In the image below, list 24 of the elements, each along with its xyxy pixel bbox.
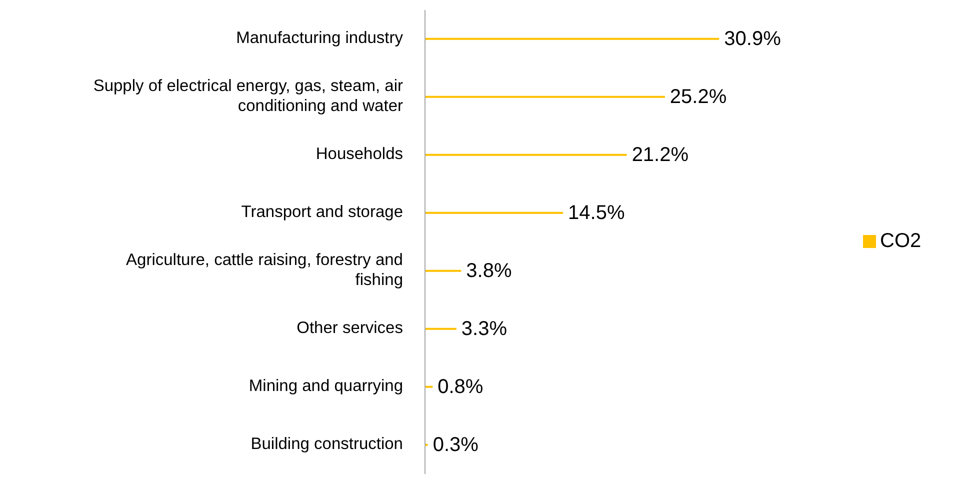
data-label: 25.2%	[670, 86, 727, 108]
y-tick-label: Other services	[296, 319, 403, 338]
bar	[425, 270, 462, 272]
y-tick-label: Mining and quarrying	[248, 377, 403, 396]
y-tick-label: Households	[316, 145, 403, 164]
data-label: 3.3%	[461, 318, 508, 340]
bar	[425, 154, 627, 156]
data-label: 3.8%	[466, 260, 512, 282]
y-tick-label: Manufacturing industry	[236, 29, 404, 48]
y-tick-label: Transport and storage	[241, 203, 403, 222]
data-label: 0.3%	[432, 434, 479, 456]
bar	[425, 38, 720, 40]
bar	[425, 328, 456, 330]
data-label: 14.5%	[568, 202, 625, 224]
legend-label: CO2	[880, 230, 922, 252]
y-tick-label: Supply of electrical energy, gas, steam, air conditioning and water	[93, 77, 404, 116]
data-label: 0.8%	[438, 376, 484, 398]
y-tick-label: Building construction	[250, 435, 403, 454]
bar	[425, 212, 564, 214]
bar	[425, 96, 665, 98]
y-tick-label: Agriculture, cattle raising, forestry and fishing	[126, 251, 403, 290]
data-label: 30.9%	[724, 28, 782, 50]
bar	[425, 386, 433, 388]
data-label: 21.2%	[632, 144, 689, 166]
